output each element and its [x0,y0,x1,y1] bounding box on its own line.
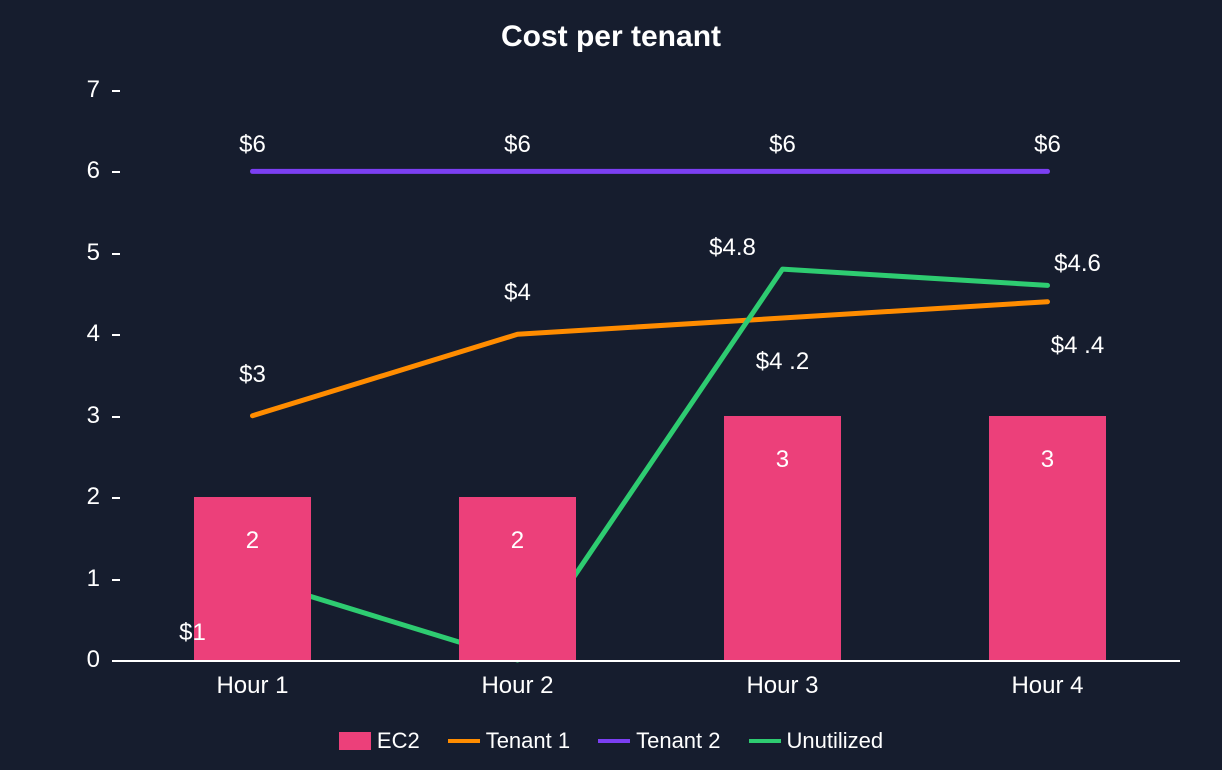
bar-value-label: 3 [724,446,841,474]
series-data-label: $4 .4 [1051,332,1104,360]
legend-label: Tenant 2 [636,728,720,754]
y-tick-label: 5 [87,239,100,267]
y-tick-label: 7 [87,76,100,104]
series-data-label: $6 [1034,131,1061,159]
legend-item: Unutilized [749,728,884,754]
y-tick [112,579,120,581]
x-tick-label: Hour 3 [746,672,818,700]
legend-swatch-bar [339,732,371,750]
series-data-label: $6 [504,131,531,159]
y-tick-label: 6 [87,157,100,185]
legend-item: Tenant 2 [598,728,720,754]
legend-swatch-line [749,739,781,743]
y-tick [112,253,120,255]
bar-value-label: 3 [989,446,1106,474]
cost-per-tenant-chart: Cost per tenant 2 2 3 3 $3 $4 $4 .2 $4 .4 $6 $6 $6… [0,0,1222,770]
x-axis [120,660,1180,662]
y-tick-label: 3 [87,402,100,430]
series-line [253,302,1048,416]
x-tick-label: Hour 2 [481,672,553,700]
y-tick-label: 1 [87,565,100,593]
y-tick [112,416,120,418]
y-tick [112,497,120,499]
series-data-label: $4 .2 [756,348,809,376]
y-tick [112,334,120,336]
legend: EC2 Tenant 1 Tenant 2 Unutilized [0,728,1222,754]
legend-label: EC2 [377,728,420,754]
y-tick-label: 2 [87,483,100,511]
bar-value-label: 2 [194,527,311,555]
x-tick-label: Hour 4 [1011,672,1083,700]
series-data-label: $3 [239,361,266,389]
chart-title: Cost per tenant [0,20,1222,54]
y-tick-label: 0 [87,646,100,674]
y-tick [112,171,120,173]
plot-area: 2 2 3 3 $3 $4 $4 .2 $4 .4 $6 $6 $6 $6 $1 $4.8 $4.6 [120,90,1180,660]
legend-label: Unutilized [787,728,884,754]
y-tick-label: 4 [87,320,100,348]
legend-item: Tenant 1 [448,728,570,754]
series-data-label: $1 [179,619,206,647]
bar [459,497,576,660]
bar-value-label: 2 [459,527,576,555]
series-data-label: $4 [504,279,531,307]
y-tick [112,90,120,92]
legend-swatch-line [598,739,630,743]
legend-label: Tenant 1 [486,728,570,754]
legend-item: EC2 [339,728,420,754]
legend-swatch-line [448,739,480,743]
y-tick [112,660,120,662]
series-data-label: $6 [239,131,266,159]
x-tick-label: Hour 1 [216,672,288,700]
series-data-label: $4.6 [1054,250,1101,278]
bar [194,497,311,660]
series-data-label: $6 [769,131,796,159]
series-data-label: $4.8 [709,234,756,262]
